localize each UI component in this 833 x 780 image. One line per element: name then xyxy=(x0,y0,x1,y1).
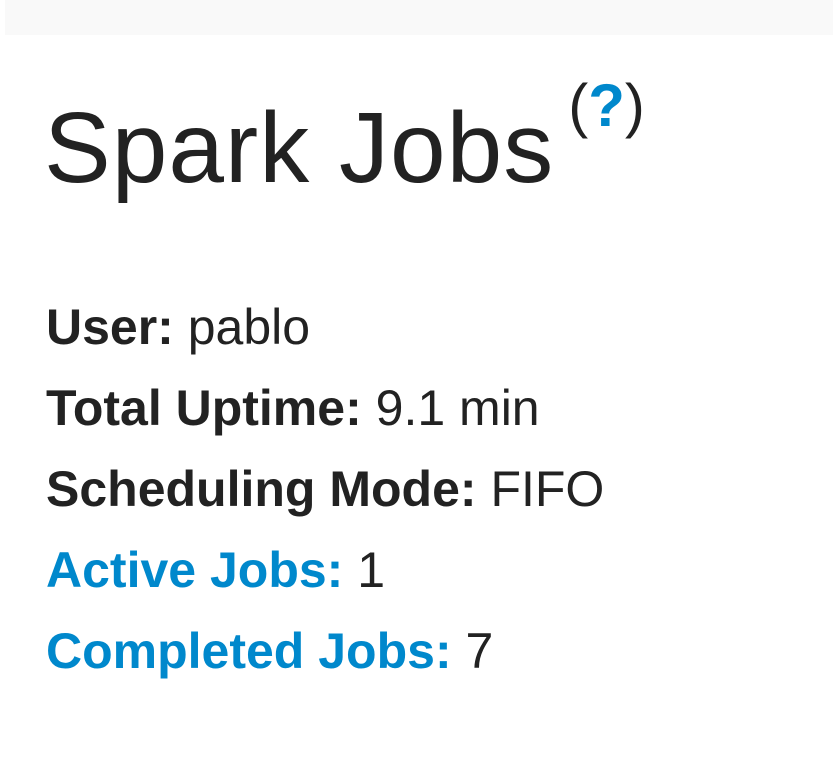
scheduling-value: FIFO xyxy=(490,461,605,517)
uptime-label: Total Uptime: xyxy=(46,380,362,436)
navbar xyxy=(5,0,833,35)
uptime-value: 9.1 min xyxy=(375,380,540,436)
summary-active-jobs: Active Jobs: 1 xyxy=(46,530,604,611)
completed-jobs-value: 7 xyxy=(465,623,494,679)
page-title-text: Spark Jobs xyxy=(44,92,555,204)
completed-jobs-link[interactable]: Completed Jobs: xyxy=(46,623,452,679)
active-jobs-link[interactable]: Active Jobs: xyxy=(46,542,344,598)
help-tooltip[interactable]: (?) xyxy=(568,72,645,139)
scheduling-label: Scheduling Mode: xyxy=(46,461,477,517)
user-value: pablo xyxy=(187,299,311,355)
help-paren-open: ( xyxy=(568,72,589,139)
active-jobs-value: 1 xyxy=(357,542,386,598)
summary-scheduling-mode: Scheduling Mode: FIFO xyxy=(46,449,604,530)
summary-list: User: pablo Total Uptime: 9.1 min Schedu… xyxy=(46,287,604,692)
summary-user: User: pablo xyxy=(46,287,604,368)
summary-completed-jobs: Completed Jobs: 7 xyxy=(46,611,604,692)
help-paren-close: ) xyxy=(624,72,645,139)
summary-uptime: Total Uptime: 9.1 min xyxy=(46,368,604,449)
page-title: Spark Jobs (?) xyxy=(44,76,645,208)
user-label: User: xyxy=(46,299,174,355)
help-icon[interactable]: ? xyxy=(588,72,625,139)
